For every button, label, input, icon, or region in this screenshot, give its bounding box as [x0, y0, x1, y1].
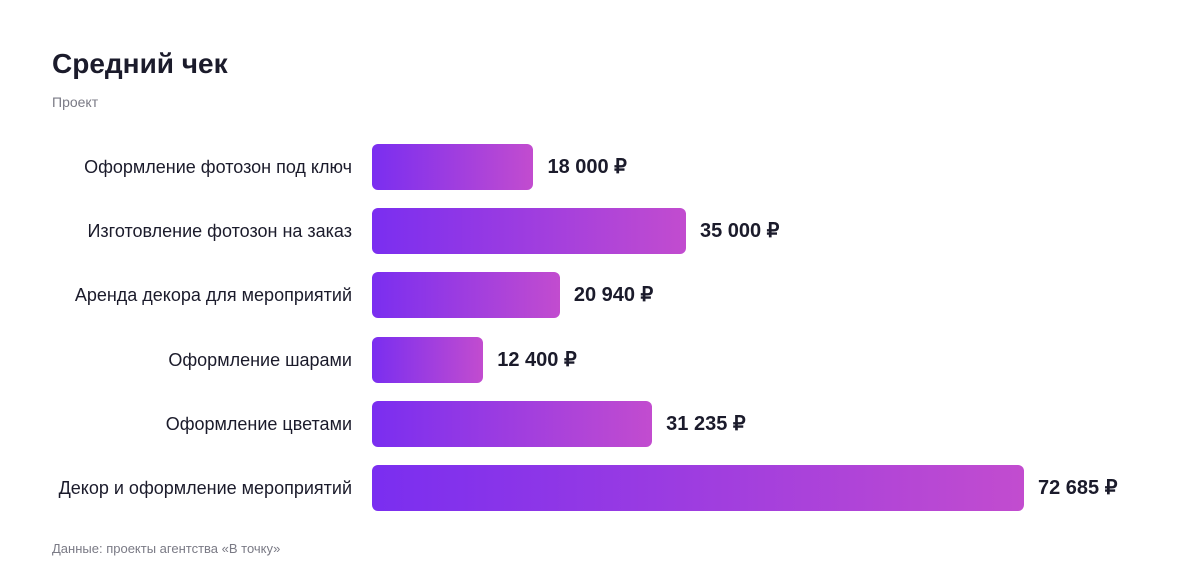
chart-subtitle: Проект — [52, 94, 99, 110]
value-label: 31 235 ₽ — [666, 412, 746, 435]
value-label: 18 000 ₽ — [547, 156, 627, 178]
category-label: Декор и оформление мероприятий — [58, 478, 352, 498]
value-label: 72 685 ₽ — [1038, 477, 1118, 499]
category-label: Аренда декора для мероприятий — [74, 285, 352, 306]
chart-title: Средний чек — [52, 48, 228, 79]
value-label: 35 000 ₽ — [699, 220, 780, 243]
bar — [372, 400, 653, 447]
value-label: 20 940 ₽ — [573, 284, 654, 307]
category-label: Оформление фотозон под ключ — [84, 157, 352, 177]
category-label: Оформление шарами — [168, 349, 352, 370]
bar — [372, 144, 534, 190]
bar — [372, 465, 1024, 511]
value-label: 12 400 ₽ — [497, 348, 577, 371]
bar — [372, 336, 484, 383]
bar — [372, 272, 560, 319]
category-label: Изготовление фотозон на заказ — [87, 221, 352, 242]
category-label: Оформление цветами — [165, 413, 352, 434]
bar — [372, 208, 686, 255]
source-note: Данные: проекты агентства «В точку» — [52, 541, 281, 556]
